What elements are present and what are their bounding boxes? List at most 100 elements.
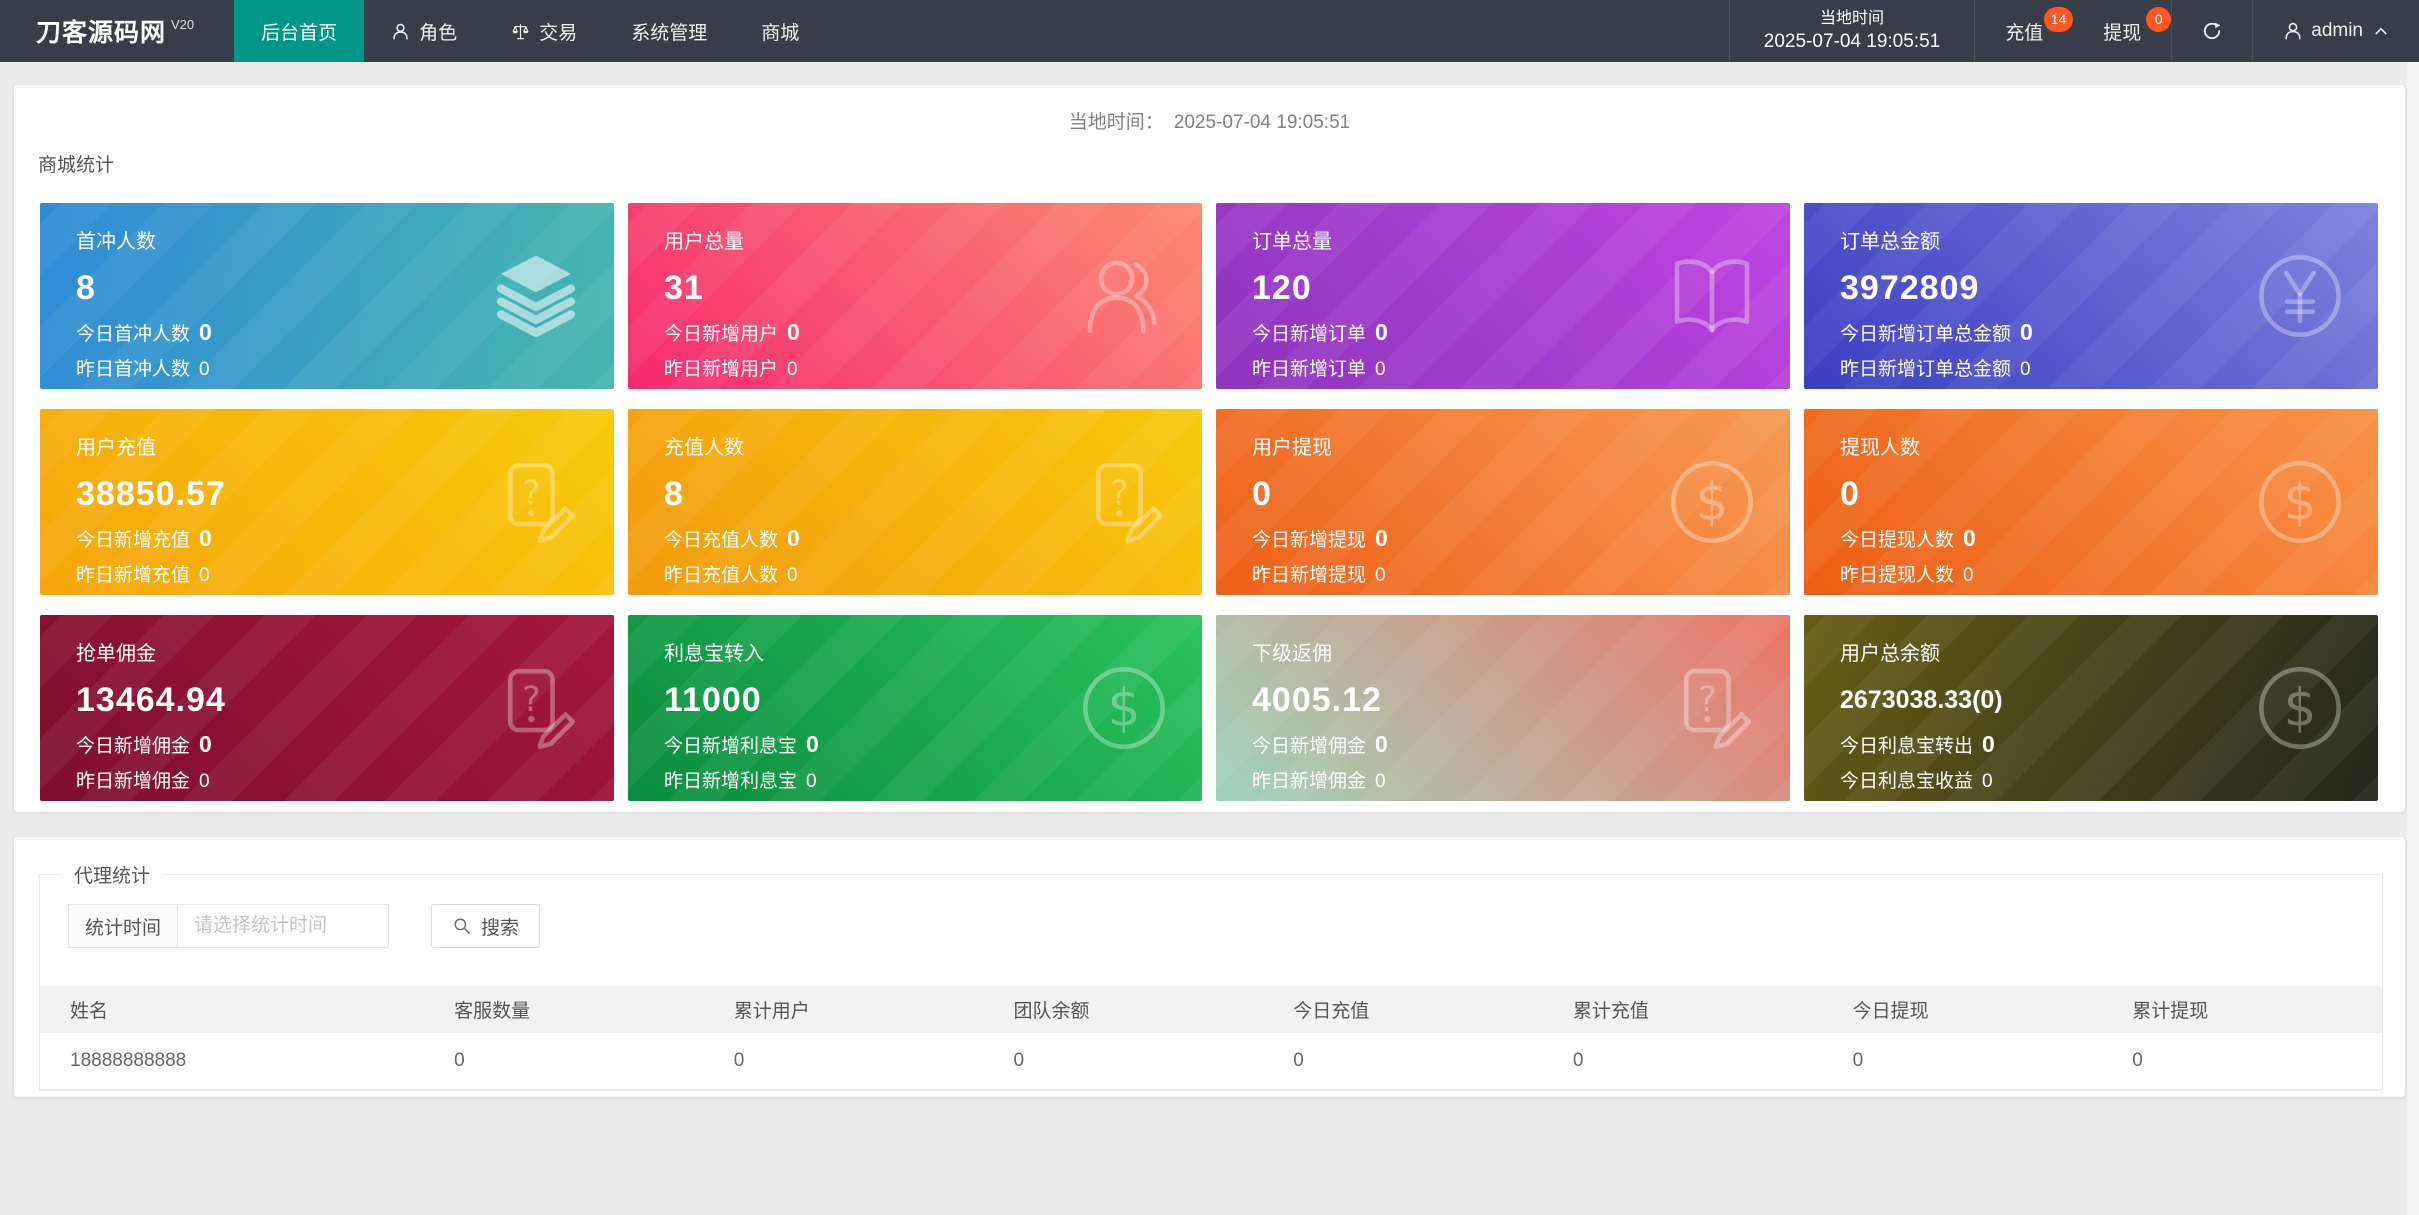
- stat-card-yesterday-value: 0: [1375, 359, 1386, 380]
- stat-card-value: 3972809: [1840, 269, 1980, 307]
- nav-item-label: 后台首页: [261, 22, 338, 44]
- dollar-icon: [1666, 456, 1758, 548]
- stat-card-10: 利息宝转入 11000 今日新增利息宝 0 昨日新增利息宝 0: [628, 615, 1202, 801]
- navbar-right: 当地时间 2025-07-04 19:05:51 充值 14 提现 0 admi…: [1728, 0, 2419, 62]
- local-time-block: 当地时间 2025-07-04 19:05:51: [1728, 0, 1976, 62]
- nav-item-mall[interactable]: 商城: [734, 0, 826, 62]
- stat-card-today-label: 今日新增用户: [664, 324, 779, 345]
- table-header: 今日充值: [1263, 986, 1543, 1033]
- refresh-button[interactable]: [2171, 0, 2252, 62]
- recharge-label: 充值: [2005, 22, 2044, 44]
- main-menu: 后台首页 角色 交易 系统管理 商城: [234, 0, 826, 62]
- stat-time-input[interactable]: [177, 904, 390, 948]
- dollar-icon: [2254, 662, 2346, 754]
- stat-card-yesterday-value: 0: [1982, 771, 1993, 792]
- stat-card-2: 用户总量 31 今日新增用户 0 昨日新增用户 0: [628, 203, 1202, 389]
- book-icon: [1666, 250, 1758, 342]
- stat-card-11: 下级返佣 4005.12 今日新增佣金 0 昨日新增佣金 0: [1216, 615, 1790, 801]
- scrollbar-track[interactable]: [2407, 62, 2419, 1215]
- stat-card-yesterday-label: 昨日新增订单总金额: [1840, 359, 2012, 380]
- stat-card-yesterday-label: 昨日首冲人数: [76, 359, 191, 380]
- stat-card-yesterday-label: 昨日新增订单: [1252, 359, 1367, 380]
- stat-card-yesterday-value: 0: [1963, 565, 1974, 586]
- scales-icon: [511, 22, 530, 41]
- file-pen-icon: [1078, 456, 1170, 548]
- nav-item-trade[interactable]: 交易: [484, 0, 604, 62]
- stat-card-yesterday-value: 0: [199, 771, 210, 792]
- stat-card-yesterday-value: 0: [787, 565, 798, 586]
- nav-item-system[interactable]: 系统管理: [604, 0, 734, 62]
- stat-card-yesterday-label: 昨日提现人数: [1840, 565, 1955, 586]
- stat-card-value: 2673038.33(0): [1840, 686, 2003, 714]
- search-button[interactable]: 搜索: [431, 904, 541, 948]
- brand-version: V20: [171, 16, 195, 32]
- stat-card-yesterday-value: 0: [806, 771, 817, 792]
- local-time-header-value: 2025-07-04 19:05:51: [1173, 112, 1351, 133]
- stat-card-title: 利息宝转入: [664, 643, 764, 665]
- stat-card-value: 0: [1840, 475, 1860, 513]
- table-cell: 0: [1542, 1033, 1823, 1090]
- stat-card-value: 38850.57: [76, 475, 226, 513]
- stat-card-title: 订单总量: [1252, 231, 1332, 253]
- stat-card-yesterday-label: 昨日新增提现: [1252, 565, 1367, 586]
- stat-card-today-label: 今日提现人数: [1840, 530, 1955, 551]
- agent-stats-fieldset: 代理统计 统计时间 搜索 姓名客服数量累计用户团队余额今日充值累计充值今日提现累…: [39, 861, 2383, 1091]
- stat-card-yesterday-label: 昨日充值人数: [664, 565, 779, 586]
- layers-icon: [490, 250, 582, 342]
- nav-item-roles[interactable]: 角色: [364, 0, 484, 62]
- stat-card-today-value: 0: [1982, 731, 1995, 757]
- yen-icon: [2254, 250, 2346, 342]
- stat-card-today-label: 今日新增订单总金额: [1840, 324, 2012, 345]
- table-cell: 18888888888: [40, 1033, 425, 1090]
- stat-card-title: 用户提现: [1252, 437, 1332, 459]
- stat-card-title: 提现人数: [1840, 437, 1920, 459]
- nav-item-label: 角色: [419, 22, 458, 44]
- stat-card-today-value: 0: [1375, 319, 1388, 345]
- stat-card-yesterday-label: 昨日新增佣金: [1252, 771, 1367, 792]
- agent-table: 姓名 客服数量 累计用户 团队余额 今日充值 累计充值 今日提现 累计提现 188888888…: [40, 986, 2382, 1090]
- stat-card-value: 13464.94: [76, 681, 226, 719]
- local-time-value: 2025-07-04 19:05:51: [1763, 31, 1941, 52]
- stat-card-today-value: 0: [1375, 731, 1388, 757]
- stat-card-4: 订单总金额 3972809 今日新增订单总金额 0 昨日新增订单总金额 0: [1804, 203, 2378, 389]
- nav-item-home[interactable]: 后台首页: [234, 0, 365, 62]
- file-pen-icon: [1666, 662, 1758, 754]
- stat-card-today-label: 今日充值人数: [664, 530, 779, 551]
- stat-card-yesterday-value: 0: [199, 359, 210, 380]
- stat-card-title: 充值人数: [664, 437, 744, 459]
- stat-card-today-label: 今日利息宝转出: [1840, 736, 1974, 757]
- stat-card-9: 抢单佣金 13464.94 今日新增佣金 0 昨日新增佣金 0: [40, 615, 614, 801]
- recharge-button[interactable]: 充值 14: [1975, 0, 2074, 62]
- user-menu[interactable]: admin: [2252, 0, 2419, 62]
- agent-panel: 代理统计 统计时间 搜索 姓名客服数量累计用户团队余额今日充值累计充值今日提现累…: [14, 837, 2405, 1097]
- person-icon: [391, 22, 410, 41]
- table-cell: 0: [1263, 1033, 1543, 1090]
- stat-card-3: 订单总量 120 今日新增订单 0 昨日新增订单 0: [1216, 203, 1790, 389]
- table-cell: 0: [424, 1033, 704, 1090]
- nav-item-label: 系统管理: [631, 22, 708, 44]
- withdraw-badge: 0: [2146, 7, 2172, 32]
- stat-card-6: 充值人数 8 今日充值人数 0 昨日充值人数 0: [628, 409, 1202, 595]
- stat-card-today-label: 今日新增充值: [76, 530, 191, 551]
- stat-card-today-value: 0: [2020, 319, 2033, 345]
- stat-card-value: 4005.12: [1252, 681, 1382, 719]
- app-logo: 刀客源码网 V20: [0, 0, 234, 62]
- stat-card-title: 用户总余额: [1840, 643, 1940, 665]
- stat-card-today-value: 0: [806, 731, 819, 757]
- table-cell: 0: [2102, 1033, 2382, 1090]
- nav-item-label: 交易: [539, 22, 578, 44]
- stat-card-yesterday-label: 昨日新增利息宝: [664, 771, 798, 792]
- person-icon: [2283, 21, 2303, 41]
- stat-card-7: 用户提现 0 今日新增提现 0 昨日新增提现 0: [1216, 409, 1790, 595]
- refresh-icon: [2202, 21, 2222, 41]
- stat-card-today-label: 今日新增提现: [1252, 530, 1367, 551]
- table-header: 累计用户: [703, 986, 984, 1033]
- stat-card-yesterday-label: 昨日新增用户: [664, 359, 779, 380]
- stat-card-value: 8: [76, 269, 96, 307]
- withdraw-button[interactable]: 提现 0: [2073, 0, 2172, 62]
- local-time-header: 当地时间： 2025-07-04 19:05:51: [14, 85, 2405, 134]
- stats-panel: 当地时间： 2025-07-04 19:05:51 商城统计 首冲人数 8 今日首冲人…: [14, 85, 2405, 812]
- brand-name: 刀客源码网: [36, 19, 167, 47]
- table-header: 团队余额: [983, 986, 1264, 1033]
- table-header: 姓名: [40, 986, 425, 1033]
